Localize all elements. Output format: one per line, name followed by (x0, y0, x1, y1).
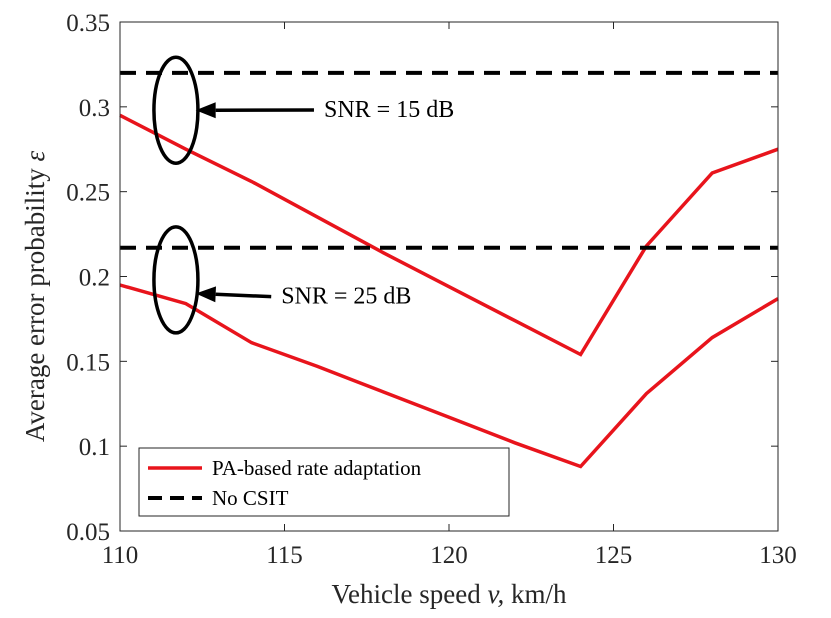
x-tick-label: 120 (430, 542, 468, 569)
annotation-label: SNR = 15 dB (324, 97, 454, 123)
pa-rate-adaptation-line-1 (119, 113, 779, 357)
x-tick-label: 115 (266, 542, 303, 569)
y-tick-label: 0.35 (66, 10, 110, 37)
pa-rate-adaptation-line-2 (119, 283, 779, 469)
legend-label: No CSIT (212, 486, 289, 510)
y-axis-label: Average error probability ε (20, 151, 50, 443)
y-axis-label-symbol: ε (20, 151, 50, 162)
annotation-arrow (215, 292, 272, 299)
x-axis-label-symbol: v, (487, 579, 504, 609)
annotation-label: SNR = 25 dB (281, 284, 411, 310)
annotation-arrowhead (195, 286, 216, 303)
x-axis-label-text: Vehicle speed (332, 579, 482, 609)
annotation-layer: SNR = 15 dB SNR = 25 dB (152, 55, 454, 335)
tick-layer: 110 115 120 125 130 0.05 0.1 0.15 0.2 0.25 0.3 0.35 (66, 10, 797, 569)
x-axis-label-unit: km/h (511, 579, 567, 609)
y-tick-label: 0.15 (66, 349, 110, 376)
legend-label: PA-based rate adaptation (212, 456, 422, 480)
annotation-ellipse (152, 225, 200, 335)
x-tick-label: 125 (595, 542, 633, 569)
y-tick-label: 0.05 (66, 519, 110, 546)
y-tick-label: 0.1 (79, 434, 110, 461)
x-axis-label: Vehicle speed v, km/h (332, 579, 567, 609)
series-layer (119, 70, 779, 469)
annotation-arrowhead (195, 102, 216, 119)
y-tick-label: 0.25 (66, 180, 110, 207)
y-axis-label-text: Average error probability (20, 168, 50, 442)
x-tick-label: 130 (759, 542, 797, 569)
x-tick-label: 110 (102, 542, 139, 569)
legend: PA-based rate adaptation No CSIT (138, 447, 510, 517)
y-tick-label: 0.2 (79, 265, 110, 292)
axis-label-layer: Vehicle speed v, km/h Average error prob… (20, 151, 567, 610)
legend-box (138, 447, 510, 517)
y-tick-label: 0.3 (79, 95, 110, 122)
